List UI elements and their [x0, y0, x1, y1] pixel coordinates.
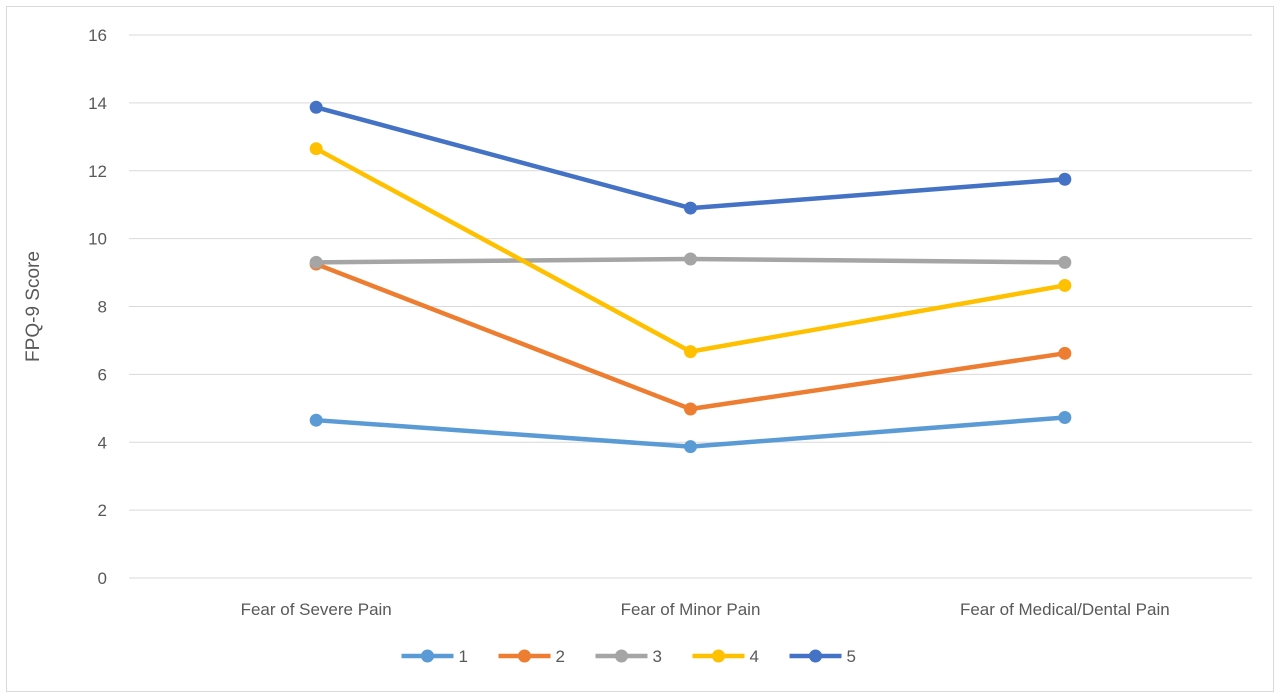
- series-lines: [309, 100, 1072, 454]
- data-point: [684, 252, 697, 266]
- legend-swatch-marker: [712, 649, 725, 663]
- y-axis-tick-labels: 0 2 4 6 8 10 12 14 16: [88, 26, 107, 588]
- y-tick-label: 4: [98, 433, 107, 452]
- legend-swatch-marker: [809, 649, 822, 663]
- y-tick-label: 14: [88, 94, 107, 113]
- series-line-2: [313, 261, 1068, 412]
- data-point: [1058, 346, 1072, 360]
- legend-item-5: 5: [789, 647, 856, 666]
- legend-label: 4: [750, 647, 759, 666]
- x-category-label: Fear of Severe Pain: [241, 600, 392, 619]
- x-category-label: Fear of Minor Pain: [621, 600, 761, 619]
- legend-label: 2: [556, 647, 565, 666]
- data-point: [684, 440, 697, 454]
- legend: 1 2 3 4 5: [401, 647, 856, 666]
- x-category-label: Fear of Medical/Dental Pain: [960, 600, 1170, 619]
- data-point: [684, 402, 697, 416]
- series-1: [309, 410, 1072, 454]
- y-tick-label: 16: [88, 26, 107, 45]
- gridlines: [129, 34, 1252, 579]
- series-4: [309, 142, 1072, 359]
- y-tick-label: 10: [88, 230, 107, 249]
- series-2: [309, 257, 1072, 416]
- y-tick-label: 6: [98, 365, 107, 384]
- series-line-5: [313, 105, 1068, 211]
- legend-label: 3: [653, 647, 662, 666]
- legend-swatch-marker: [615, 649, 628, 663]
- legend-label: 1: [459, 647, 468, 666]
- y-tick-label: 8: [98, 298, 107, 317]
- y-tick-label: 12: [88, 162, 107, 181]
- series-line-4: [313, 146, 1068, 354]
- y-axis-title: FPQ-9 Score: [23, 251, 44, 362]
- data-point: [309, 255, 323, 269]
- data-point: [1058, 278, 1072, 292]
- x-axis-category-labels: Fear of Severe Pain Fear of Minor Pain Fea…: [241, 600, 1170, 619]
- legend-label: 5: [847, 647, 856, 666]
- data-point: [684, 345, 697, 359]
- data-point: [1058, 410, 1072, 424]
- data-point: [1058, 255, 1072, 269]
- legend-swatch-marker: [518, 649, 531, 663]
- data-point: [309, 100, 323, 114]
- y-tick-label: 2: [98, 501, 107, 520]
- legend-item-1: 1: [401, 647, 468, 666]
- data-point: [1058, 172, 1072, 186]
- data-point: [684, 201, 697, 215]
- y-tick-label: 0: [98, 569, 107, 588]
- legend-item-4: 4: [692, 647, 759, 666]
- legend-swatch-marker: [421, 649, 434, 663]
- series-3: [309, 252, 1072, 269]
- series-5: [309, 100, 1072, 215]
- legend-item-3: 3: [595, 647, 662, 666]
- legend-item-2: 2: [498, 647, 565, 666]
- chart-area: 0 2 4 6 8 10 12 14 16 Fear of Severe Pain Fear of…: [6, 6, 1274, 692]
- data-point: [309, 413, 323, 427]
- data-point: [309, 142, 323, 156]
